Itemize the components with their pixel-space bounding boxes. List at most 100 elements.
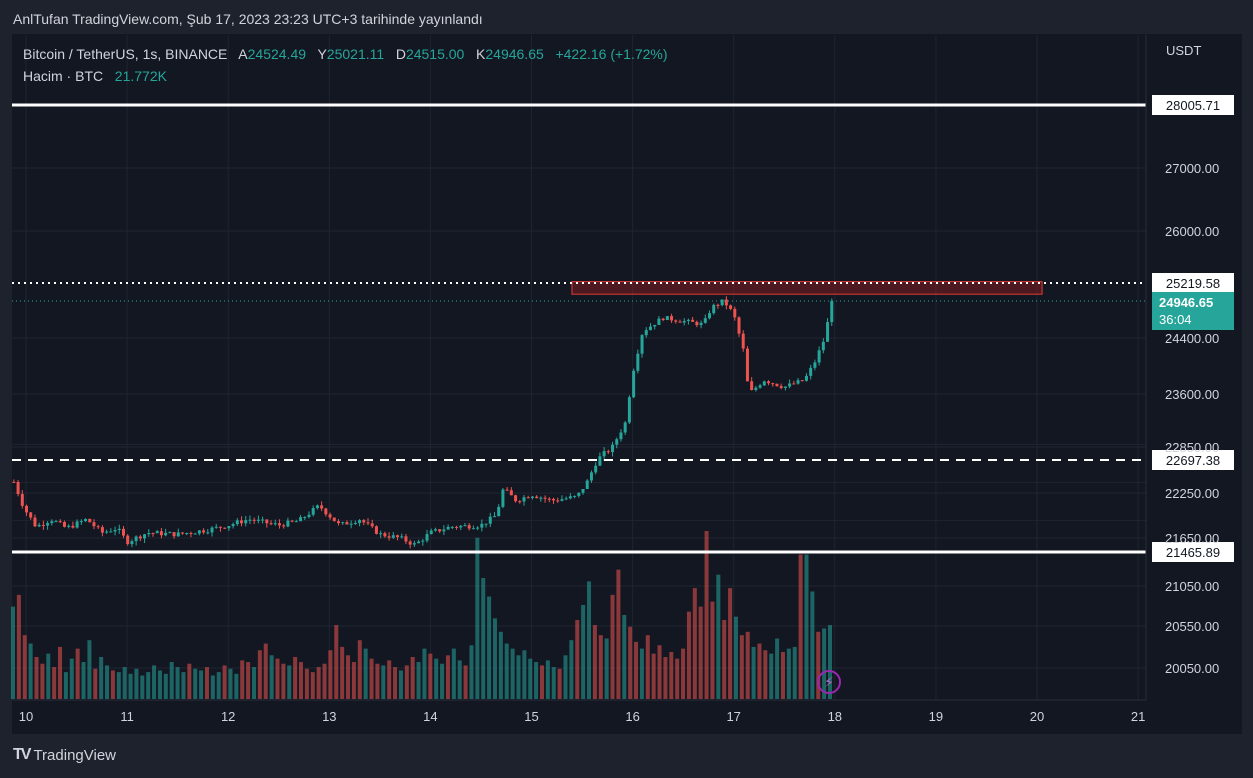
- candle-body: [779, 386, 783, 388]
- volume-bar: [822, 628, 827, 699]
- volume-bar: [587, 581, 592, 699]
- candle-body: [41, 524, 45, 526]
- time-axis: 10 11 12 13 14 15 16 17 18 19 20 21: [12, 699, 1146, 724]
- volume-bar: [116, 672, 121, 699]
- candle-body: [88, 518, 92, 523]
- candle-body: [46, 523, 50, 526]
- volume-bar: [745, 631, 750, 699]
- volume-bar: [798, 554, 803, 699]
- candle-body: [299, 517, 303, 522]
- volume-bar: [251, 667, 256, 699]
- price-tick-label: 21650.00: [1165, 531, 1219, 546]
- candle-body: [480, 523, 484, 528]
- volume-label[interactable]: Hacim · BTC: [23, 68, 104, 84]
- candle-body: [16, 481, 20, 495]
- volume-bar: [604, 638, 609, 699]
- candle-body: [273, 523, 277, 525]
- volume-bar: [175, 667, 180, 699]
- candle-body: [425, 534, 429, 541]
- candle-body: [446, 526, 450, 530]
- candle-body: [754, 387, 758, 391]
- candle-body: [105, 531, 109, 533]
- candle-body: [737, 317, 741, 334]
- time-tick-label: 17: [726, 709, 740, 724]
- volume-bar: [210, 675, 215, 699]
- price-label: 25219.58: [1166, 276, 1220, 291]
- volume-bar: [93, 668, 98, 699]
- volume-bar: [522, 650, 527, 699]
- candle-body: [623, 422, 627, 433]
- time-tick-label: 11: [120, 709, 134, 724]
- volume-bar: [375, 663, 380, 699]
- volume-bar: [592, 625, 597, 699]
- volume-bar: [569, 640, 574, 699]
- price-label: 28005.71: [1166, 98, 1220, 113]
- candle-body: [92, 522, 96, 527]
- volume-bar: [316, 667, 321, 699]
- price-label-box: [1152, 95, 1234, 115]
- lightning-icon[interactable]: ⚡: [817, 670, 841, 694]
- candle-body: [113, 530, 117, 532]
- volume-bar: [481, 578, 486, 699]
- volume-bar: [369, 658, 374, 699]
- candle-body: [408, 541, 412, 545]
- candle-body: [674, 320, 678, 322]
- candles: [12, 296, 834, 549]
- volume-bar: [469, 645, 474, 699]
- candle-body: [126, 535, 130, 545]
- volume-bar: [669, 651, 674, 699]
- candle-body: [358, 520, 362, 523]
- volume-bar: [393, 667, 398, 699]
- candle-body: [619, 432, 623, 440]
- volume-bar: [157, 670, 162, 699]
- volume-bar: [257, 650, 262, 699]
- volume-bar: [698, 606, 703, 699]
- candle-body: [33, 517, 37, 527]
- candle-body: [37, 524, 41, 527]
- volume-bar: [181, 672, 186, 699]
- volume-bar: [140, 675, 145, 699]
- candle-body: [315, 505, 319, 509]
- candle-body: [421, 540, 425, 542]
- volume-bar: [716, 574, 721, 699]
- candle-body: [429, 530, 433, 535]
- candle-body: [678, 321, 682, 323]
- candle-body: [256, 519, 260, 521]
- volume-bar: [563, 655, 568, 699]
- volume-bar: [510, 648, 515, 699]
- candle-body: [197, 530, 201, 534]
- volume-bar: [293, 657, 298, 699]
- volume-bar: [504, 643, 509, 699]
- candle-body: [767, 381, 771, 384]
- candle-body: [564, 498, 568, 500]
- candle-body: [261, 519, 265, 521]
- candle-body: [775, 383, 779, 387]
- candle-body: [476, 527, 480, 529]
- candle-body: [800, 380, 804, 382]
- volume-bar: [769, 653, 774, 699]
- volume-bar: [46, 653, 51, 699]
- volume-bar: [551, 667, 556, 699]
- candle-body: [328, 514, 332, 518]
- candle-body: [181, 532, 185, 534]
- time-tick-label: 12: [221, 709, 235, 724]
- candle-body: [535, 496, 539, 499]
- candle-body: [20, 494, 24, 506]
- candle-body: [720, 299, 724, 306]
- currency-label[interactable]: USDT: [1166, 43, 1202, 58]
- volume-bar: [763, 650, 768, 699]
- volume-bar: [63, 672, 68, 699]
- candle-body: [370, 523, 374, 527]
- candle-body: [573, 495, 577, 497]
- candle-body: [670, 316, 674, 321]
- candle-body: [497, 506, 501, 517]
- volume-bar: [710, 601, 715, 699]
- high-label: Y: [317, 46, 327, 62]
- candle-body: [130, 541, 134, 545]
- volume-bar: [169, 662, 174, 699]
- volume-bar: [498, 631, 503, 699]
- candle-body: [168, 532, 172, 534]
- candle-body: [235, 520, 239, 525]
- symbol-label[interactable]: Bitcoin / TetherUS, 1s, BINANCE: [23, 46, 228, 62]
